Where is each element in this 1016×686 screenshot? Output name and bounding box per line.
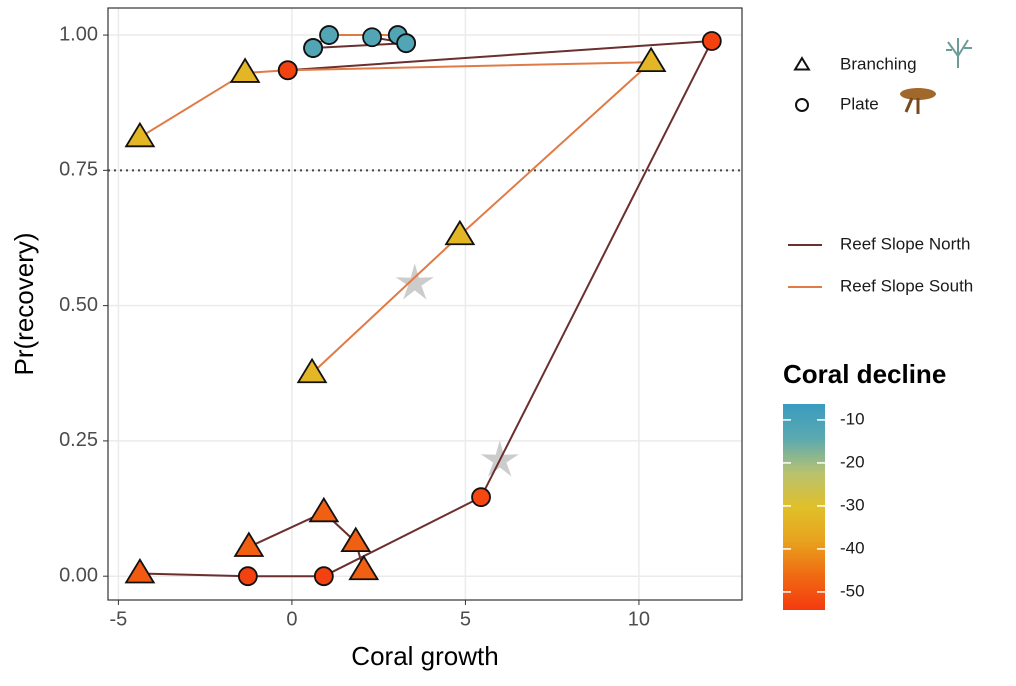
point xyxy=(304,39,322,57)
point xyxy=(397,34,415,52)
point xyxy=(363,28,381,46)
point xyxy=(279,61,297,79)
x-axis-title: Coral growth xyxy=(351,641,498,671)
colorbar-tick-label: -20 xyxy=(840,452,865,471)
point xyxy=(703,32,721,50)
x-tick-label: 5 xyxy=(460,608,471,630)
point xyxy=(472,488,490,506)
y-tick-label: 0.75 xyxy=(59,159,98,181)
y-tick-label: 1.00 xyxy=(59,23,98,45)
colorbar-tick-label: -10 xyxy=(840,409,865,428)
legend-label: Reef Slope North xyxy=(840,234,970,253)
y-axis-title: Pr(recovery) xyxy=(9,232,39,375)
point xyxy=(239,567,257,585)
y-tick-label: 0.00 xyxy=(59,564,98,586)
colorbar-tick-label: -40 xyxy=(840,538,865,557)
colorbar xyxy=(783,404,825,610)
x-tick-label: -5 xyxy=(110,608,128,630)
legend-label: Reef Slope South xyxy=(840,276,973,295)
plot-panel xyxy=(108,8,742,600)
colorbar-tick-label: -50 xyxy=(840,581,865,600)
x-tick-label: 10 xyxy=(628,608,650,630)
y-tick-label: 0.50 xyxy=(59,294,98,316)
point xyxy=(320,26,338,44)
colorbar-tick-label: -30 xyxy=(840,495,865,514)
chart: Coral growth Pr(recovery) Coral decline … xyxy=(0,0,1016,681)
point xyxy=(315,567,333,585)
x-tick-label: 0 xyxy=(286,608,297,630)
legend-label: Plate xyxy=(840,94,879,113)
legend-label: Branching xyxy=(840,54,917,73)
colorbar-title: Coral decline xyxy=(783,359,946,389)
y-tick-label: 0.25 xyxy=(59,429,98,451)
